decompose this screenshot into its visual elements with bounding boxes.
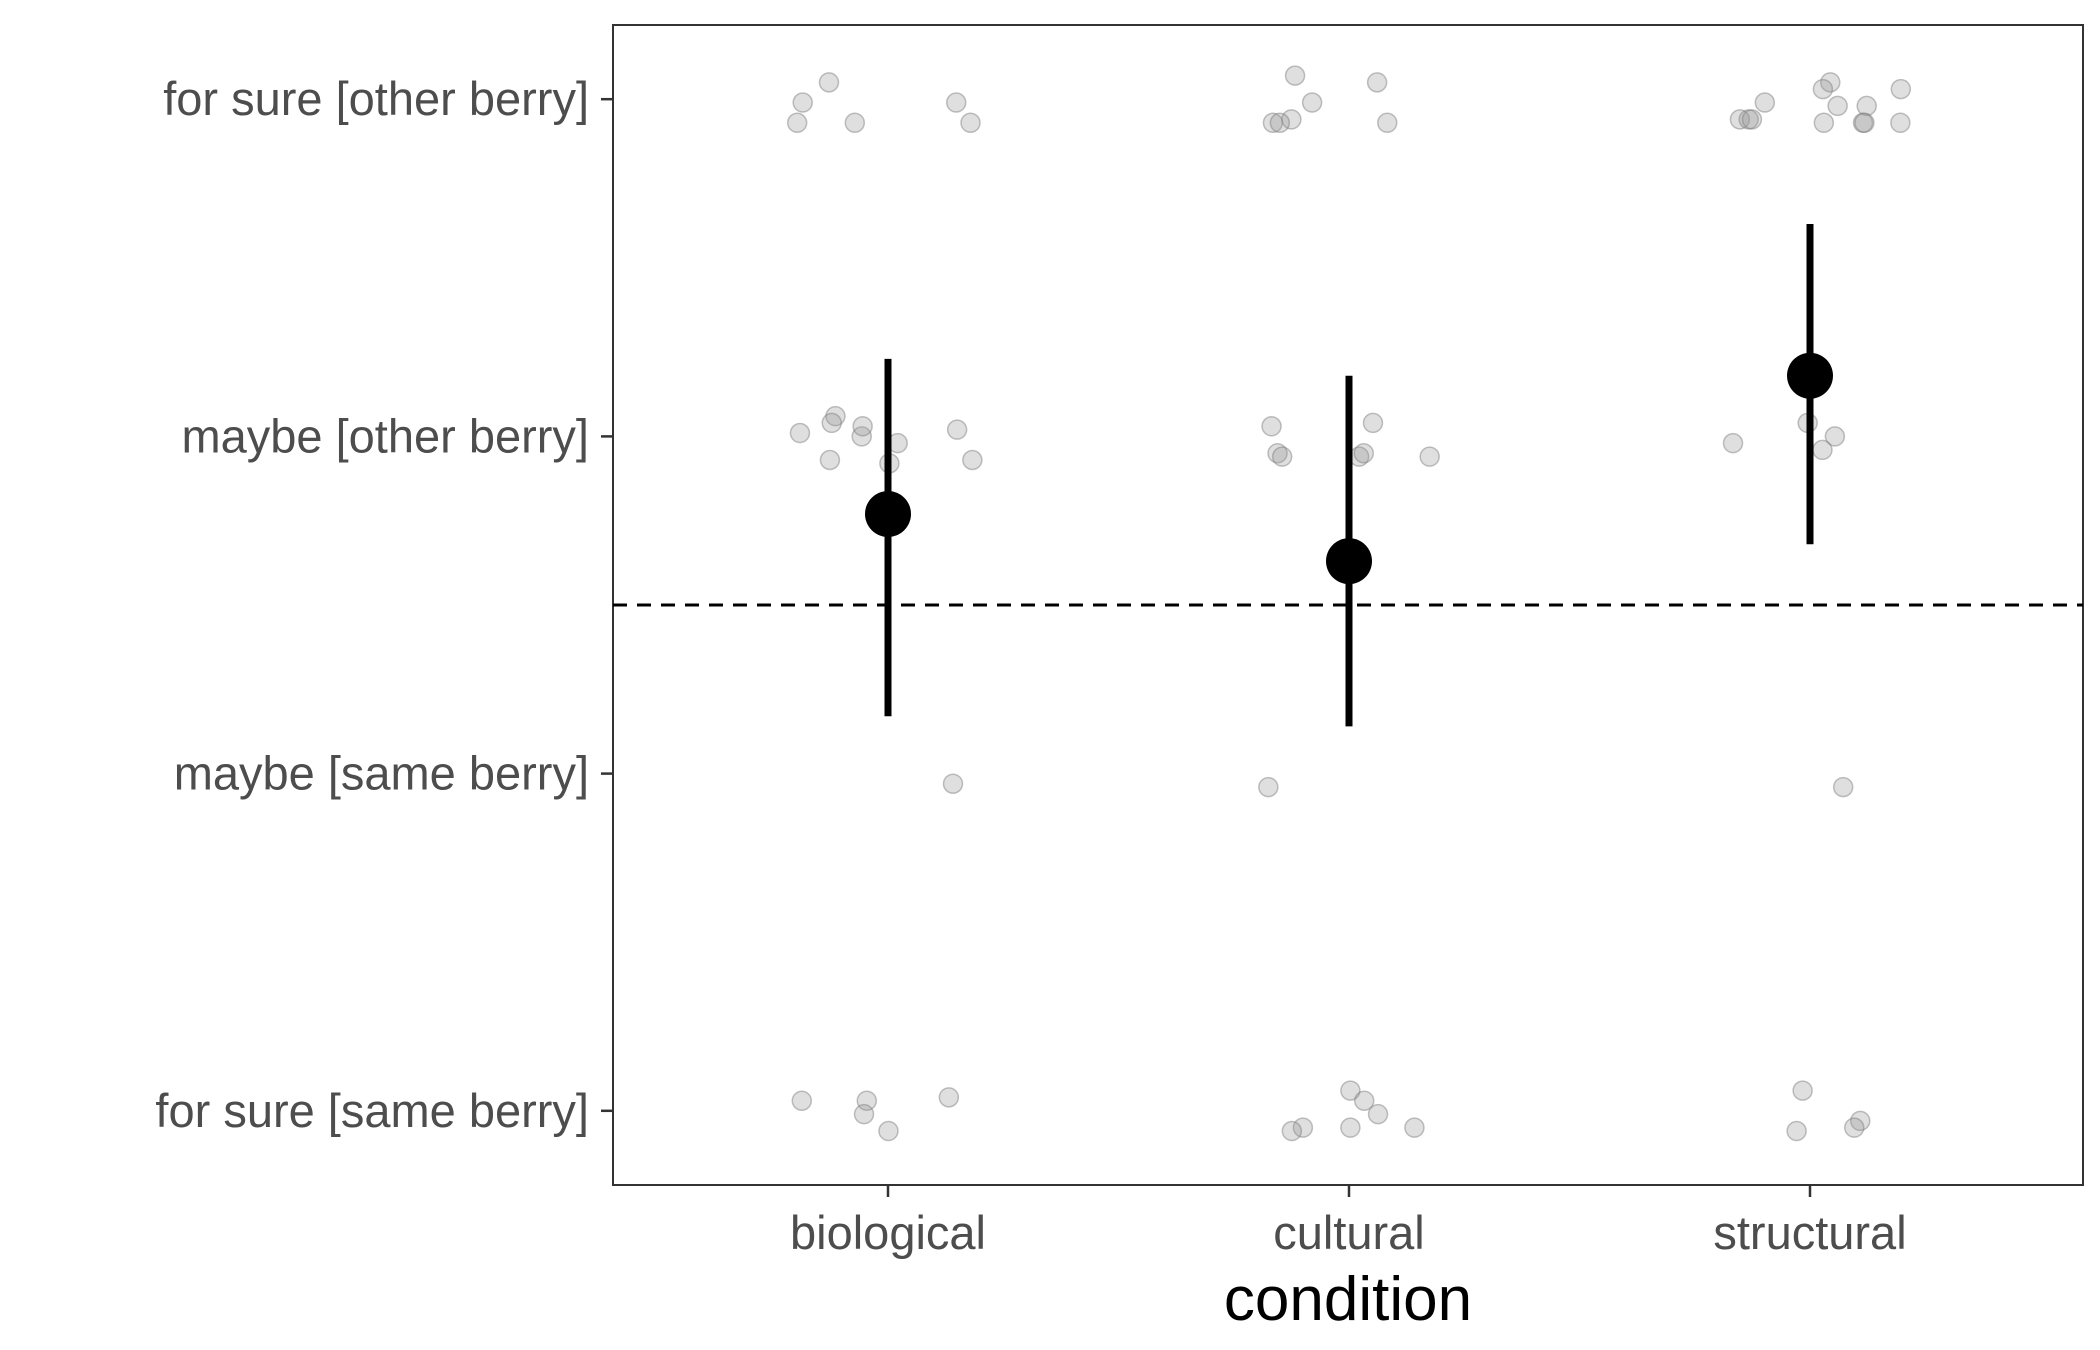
data-point bbox=[1292, 1117, 1314, 1138]
data-point bbox=[853, 1103, 875, 1125]
data-point bbox=[818, 72, 840, 93]
data-point bbox=[825, 405, 846, 427]
data-point bbox=[960, 112, 981, 134]
data-point bbox=[1812, 439, 1833, 461]
data-point bbox=[962, 449, 983, 471]
data-point bbox=[1301, 92, 1323, 113]
x-tick-label: cultural bbox=[1273, 1206, 1425, 1259]
data-point bbox=[1786, 1120, 1807, 1142]
mean-point bbox=[1326, 538, 1372, 585]
data-point bbox=[1856, 95, 1877, 117]
summary-estimates bbox=[865, 223, 1833, 727]
data-point bbox=[1262, 112, 1284, 134]
y-tick-label: for sure [other berry] bbox=[163, 72, 589, 125]
data-point bbox=[1812, 78, 1834, 100]
mean-point bbox=[1787, 352, 1833, 399]
data-point bbox=[1854, 112, 1875, 134]
data-point bbox=[1741, 109, 1763, 130]
data-point bbox=[1832, 776, 1854, 798]
data-point bbox=[1849, 1110, 1871, 1132]
data-point bbox=[946, 419, 968, 440]
data-point bbox=[1754, 92, 1776, 113]
data-point bbox=[945, 92, 967, 113]
data-point bbox=[786, 112, 808, 134]
data-point bbox=[792, 92, 813, 113]
data-point bbox=[1890, 78, 1912, 100]
y-tick-label: maybe [same berry] bbox=[174, 747, 589, 800]
data-point bbox=[1890, 112, 1911, 134]
data-point bbox=[1269, 112, 1291, 134]
data-point bbox=[1366, 72, 1388, 93]
data-point bbox=[791, 1090, 813, 1111]
x-tick-label: biological bbox=[790, 1206, 986, 1259]
data-point bbox=[1738, 109, 1759, 130]
data-point bbox=[1377, 112, 1398, 134]
data-point bbox=[1281, 109, 1302, 130]
data-point bbox=[1419, 446, 1440, 467]
data-point bbox=[1844, 1117, 1865, 1138]
data-point bbox=[942, 773, 964, 794]
data-point bbox=[878, 1120, 899, 1142]
data-point bbox=[1353, 1090, 1375, 1111]
data-point bbox=[789, 422, 811, 444]
data-point bbox=[1340, 1080, 1361, 1101]
data-point bbox=[1281, 1120, 1303, 1142]
data-point bbox=[1404, 1117, 1425, 1138]
x-tick-label: structural bbox=[1713, 1206, 1906, 1259]
data-point bbox=[1729, 109, 1751, 130]
jitter-points bbox=[786, 65, 1912, 1142]
data-point bbox=[938, 1087, 960, 1108]
data-point bbox=[1267, 443, 1288, 464]
data-point bbox=[1813, 112, 1835, 134]
data-point bbox=[1827, 95, 1848, 117]
data-point bbox=[821, 412, 843, 434]
x-axis: biological cultural structural bbox=[790, 1185, 1907, 1259]
mean-point bbox=[865, 490, 911, 537]
data-point bbox=[1820, 72, 1841, 93]
data-point bbox=[1353, 443, 1375, 464]
data-point bbox=[1340, 1117, 1361, 1138]
data-point bbox=[1367, 1103, 1389, 1125]
y-tick-label: for sure [same berry] bbox=[155, 1084, 589, 1137]
data-point bbox=[852, 416, 873, 437]
y-axis: for sure [same berry] maybe [same berry] m… bbox=[155, 72, 613, 1137]
data-point bbox=[1792, 1080, 1813, 1101]
data-point bbox=[1258, 776, 1279, 798]
data-point bbox=[1284, 65, 1306, 86]
data-point bbox=[844, 112, 866, 134]
data-point bbox=[1362, 412, 1384, 434]
y-tick-label: maybe [other berry] bbox=[181, 409, 589, 462]
data-point bbox=[856, 1090, 878, 1111]
data-point bbox=[1722, 432, 1744, 454]
data-point bbox=[1852, 112, 1874, 134]
data-point bbox=[851, 426, 872, 447]
x-axis-title: condition bbox=[1224, 1265, 1472, 1334]
data-point bbox=[1824, 426, 1846, 447]
data-point bbox=[1271, 446, 1293, 467]
data-point bbox=[819, 449, 841, 471]
data-point bbox=[1261, 416, 1282, 437]
